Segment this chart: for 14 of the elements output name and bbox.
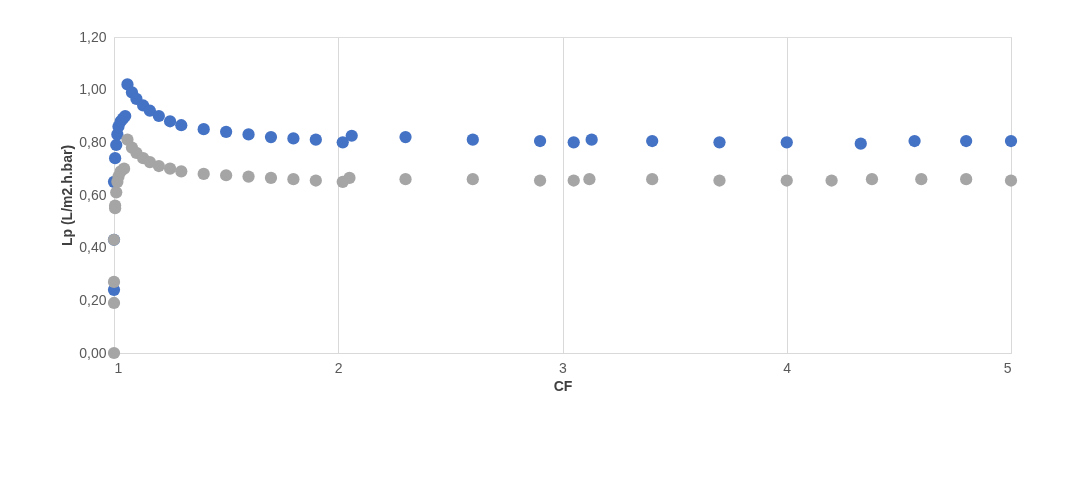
- x-tick-label: 3: [559, 359, 568, 376]
- y-tick-label: 1,20: [79, 28, 107, 45]
- x-tick-label: 1: [114, 359, 123, 376]
- y-axis-title: Lp (L/m2.h.bar): [59, 144, 76, 247]
- y-tick-label: 0,40: [79, 239, 107, 256]
- x-tick-label: 5: [1003, 359, 1012, 376]
- y-tick-label: 0,00: [79, 344, 107, 361]
- x-tick-label: 4: [783, 359, 792, 376]
- x-tick-label: 2: [334, 359, 343, 376]
- x-axis-title: CF: [553, 377, 573, 394]
- y-tick-label: 0,80: [79, 133, 107, 150]
- y-tick-label: 0,60: [79, 186, 107, 203]
- y-tick-label: 0,20: [79, 291, 107, 308]
- y-tick-label: 1,00: [79, 81, 107, 98]
